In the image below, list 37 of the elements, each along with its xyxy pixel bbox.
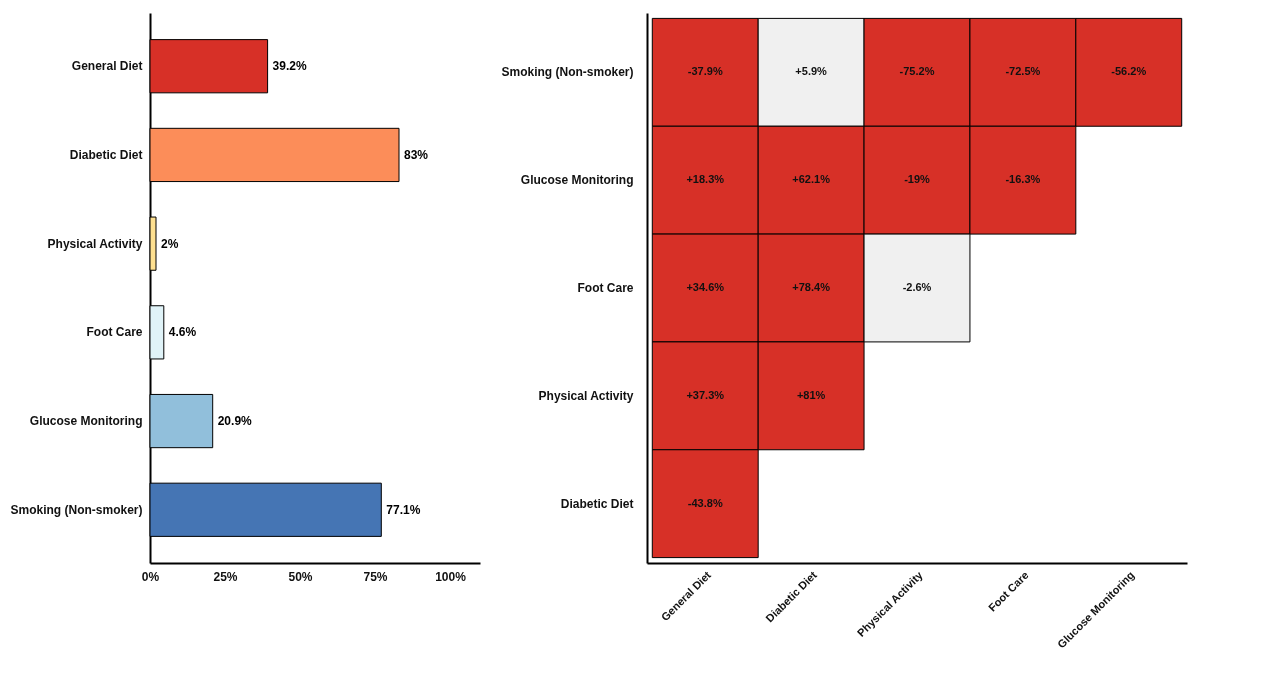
data-label: -19%	[904, 173, 931, 186]
y-tick-label: General Diet	[71, 59, 143, 74]
y-tick-label: Smoking (Non-smoker)	[501, 65, 634, 80]
y-tick-label: Foot Care	[577, 281, 634, 295]
data-label: +18.3%	[686, 173, 725, 186]
data-label: +81%	[796, 388, 826, 401]
data-label: 2%	[161, 236, 179, 251]
x-tick-label: 100%	[435, 569, 467, 584]
x-tick-label: 25%	[213, 569, 238, 584]
data-label: -75.2%	[899, 65, 935, 78]
x-tick-label: 50%	[288, 569, 313, 584]
data-label: -56.2%	[1111, 65, 1147, 78]
data-label: -43.8%	[687, 496, 723, 509]
data-label: 77.1%	[386, 502, 421, 517]
data-label: 20.9%	[217, 414, 253, 429]
data-label: -72.5%	[1005, 65, 1041, 78]
data-label: +62.1%	[792, 173, 831, 186]
data-label: +34.6%	[686, 281, 725, 293]
data-label: 4.6%	[168, 325, 197, 340]
y-tick-label: Glucose Monitoring	[29, 414, 143, 429]
y-tick-label: Physical Activity	[47, 236, 143, 251]
x-tick-label: 0%	[141, 569, 160, 584]
y-tick-label: Foot Care	[86, 325, 143, 340]
x-tick-label: 75%	[363, 569, 388, 584]
data-label: +5.9%	[795, 65, 828, 78]
data-label: 83%	[404, 147, 429, 162]
y-tick-label: Physical Activity	[538, 388, 634, 403]
data-label: +37.3%	[686, 388, 725, 401]
y-tick-label: Diabetic Diet	[69, 147, 143, 162]
data-label: -37.9%	[687, 65, 723, 78]
data-label: 39.2%	[272, 59, 307, 74]
data-label: -2.6%	[902, 281, 932, 293]
data-label: +78.4%	[792, 281, 831, 293]
y-tick-label: Diabetic Diet	[560, 496, 634, 511]
y-tick-label: Smoking (Non-smoker)	[10, 502, 143, 517]
y-tick-label: Glucose Monitoring	[520, 173, 634, 188]
data-label: -16.3%	[1005, 173, 1041, 186]
